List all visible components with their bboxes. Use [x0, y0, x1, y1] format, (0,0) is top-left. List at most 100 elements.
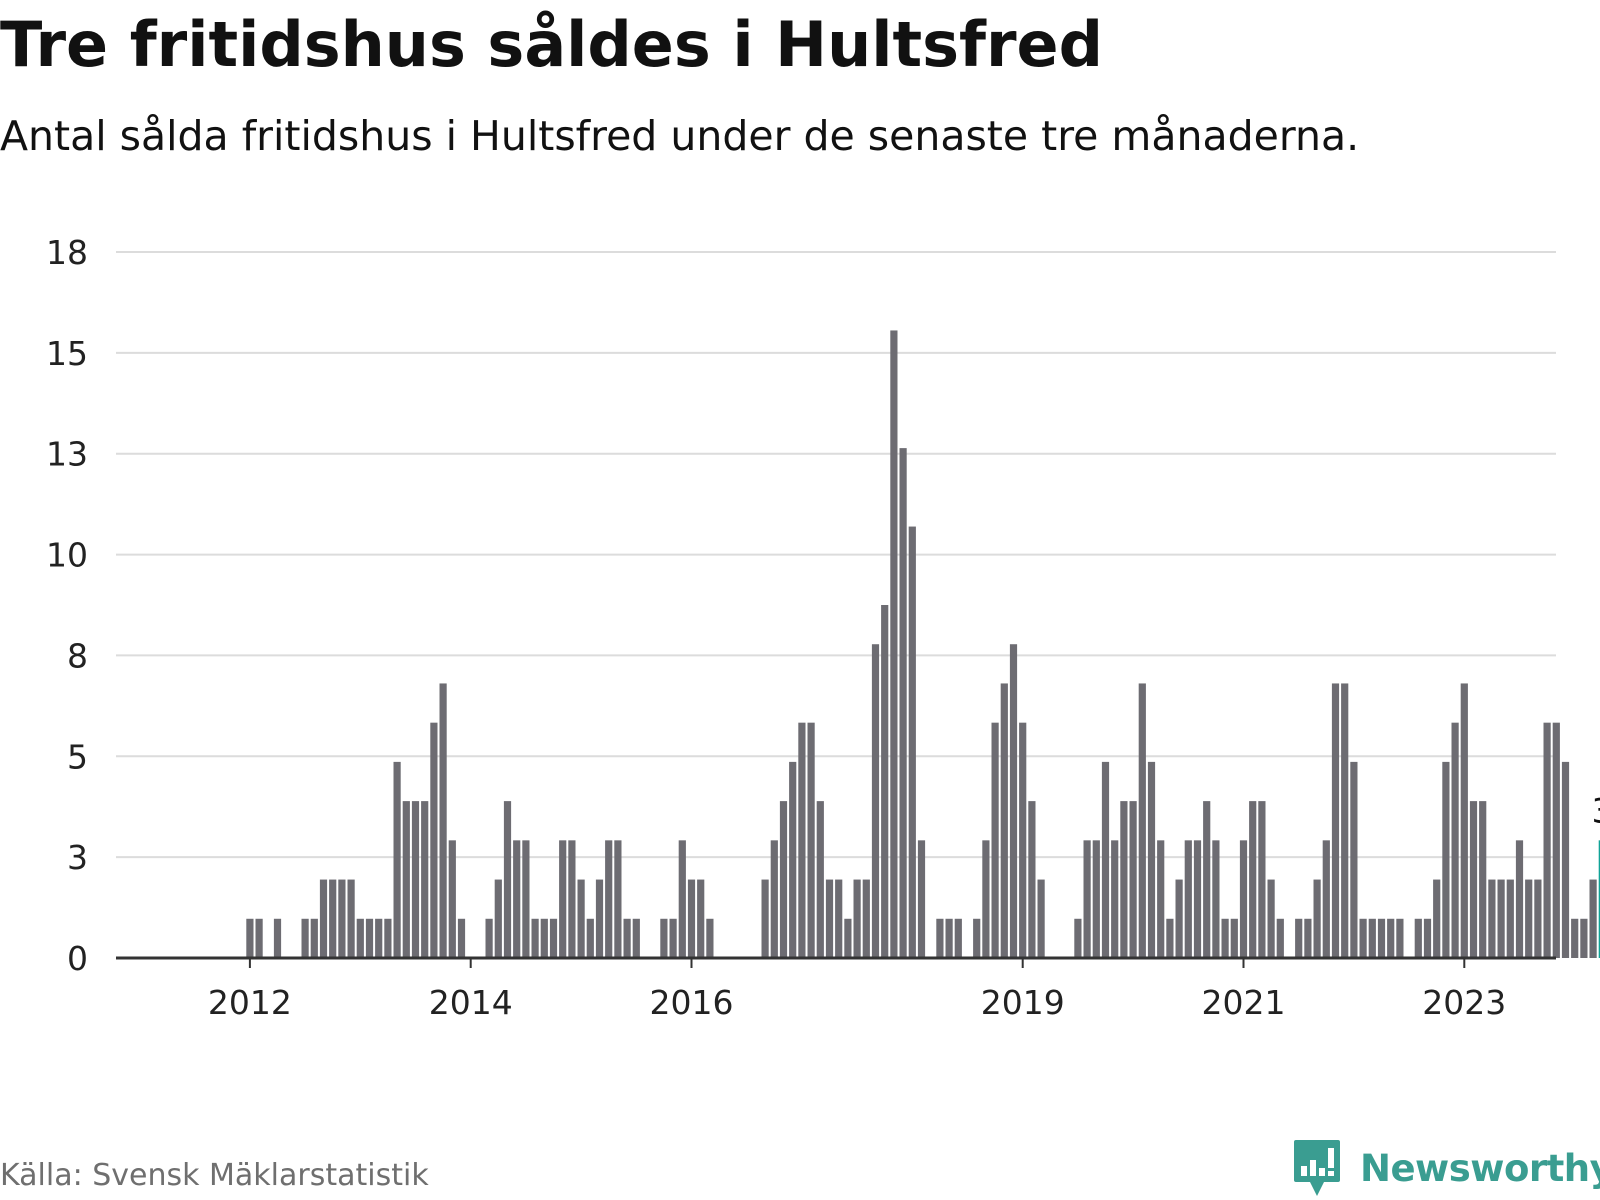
bar — [522, 840, 530, 958]
bar — [890, 330, 898, 958]
y-axis-ticks: 0 3 5 8 10 13 15 18 — [46, 233, 88, 978]
x-tick-label: 2016 — [650, 983, 734, 1022]
bar — [1074, 918, 1082, 958]
bar — [1506, 879, 1514, 958]
x-tick-label: 2012 — [208, 983, 292, 1022]
bar — [697, 879, 705, 958]
bar — [319, 879, 328, 958]
x-tick-label: 2014 — [429, 983, 513, 1022]
bar — [982, 840, 990, 958]
bar — [549, 918, 558, 958]
bar — [1331, 683, 1340, 958]
bar — [1534, 879, 1542, 958]
bar — [1460, 683, 1468, 958]
bar — [1469, 801, 1478, 958]
bar — [1258, 801, 1266, 958]
bar — [1377, 918, 1386, 958]
x-tick-label: 2021 — [1202, 983, 1286, 1022]
bar — [1212, 840, 1220, 958]
bar — [1267, 879, 1275, 958]
bar — [632, 918, 640, 958]
bar — [347, 879, 355, 958]
bar — [531, 918, 539, 958]
bar — [1037, 879, 1045, 958]
bar — [1138, 683, 1146, 958]
bar — [1414, 918, 1422, 958]
bar — [448, 840, 456, 958]
bar — [678, 840, 686, 958]
bar — [871, 644, 880, 958]
bar — [807, 722, 815, 958]
bar — [1193, 840, 1202, 958]
bar — [586, 918, 594, 958]
bar — [1497, 879, 1505, 958]
bar — [485, 918, 493, 958]
bar-chart: 0 3 5 8 10 13 15 18 2012 2014 2016 2019 2021 2023 3 — [46, 233, 1600, 1022]
bar — [789, 761, 797, 958]
bar — [1083, 840, 1091, 958]
bar — [1423, 918, 1432, 958]
bar — [1019, 722, 1027, 958]
bar — [338, 879, 346, 958]
bar — [457, 918, 466, 958]
bar — [421, 801, 429, 958]
bar — [1479, 801, 1487, 958]
y-tick-label: 8 — [67, 636, 88, 675]
bar — [375, 918, 383, 958]
bar — [973, 918, 981, 958]
bar — [623, 918, 631, 958]
brand-logo[interactable]: Newsworthy — [1292, 1138, 1600, 1198]
bar — [706, 918, 714, 958]
bar — [1129, 801, 1137, 958]
bar — [439, 683, 447, 958]
bar — [1488, 879, 1496, 958]
bar — [1350, 761, 1358, 958]
bar — [1221, 918, 1229, 958]
bar — [411, 801, 420, 958]
bar — [779, 801, 788, 958]
bar — [329, 879, 337, 958]
y-tick-label: 15 — [46, 334, 88, 373]
x-tick-label: 2023 — [1422, 983, 1506, 1022]
bar — [853, 879, 861, 958]
bar — [1239, 840, 1248, 958]
bar — [881, 605, 889, 958]
bar — [430, 722, 438, 958]
y-tick-label: 5 — [67, 737, 88, 776]
bar — [1525, 879, 1533, 958]
source-note: Källa: Svensk Mäklarstatistik — [0, 1158, 429, 1193]
chart-subtitle: Antal sålda fritidshus i Hultsfred under… — [0, 112, 1360, 160]
bar — [559, 840, 567, 958]
bar — [669, 918, 677, 958]
bar — [936, 918, 944, 958]
bar — [660, 918, 668, 958]
bar — [605, 840, 613, 958]
highlight-value-label: 3 — [1591, 791, 1600, 831]
bar — [1166, 918, 1174, 958]
y-tick-label: 13 — [46, 435, 88, 474]
bar — [1147, 761, 1156, 958]
bar — [1359, 918, 1367, 958]
bar — [1009, 644, 1018, 958]
bar — [568, 840, 576, 958]
y-tick-label: 3 — [67, 838, 88, 877]
bar — [954, 918, 962, 958]
x-axis: 2012 2014 2016 2019 2021 2023 — [116, 956, 1556, 1022]
bar — [1230, 918, 1238, 958]
bar — [1313, 879, 1321, 958]
bar — [402, 801, 410, 958]
bar — [1000, 683, 1008, 958]
bar — [310, 918, 318, 958]
bar — [1276, 918, 1284, 958]
bar — [1515, 840, 1524, 958]
brand-name: Newsworthy — [1360, 1146, 1600, 1190]
bar — [761, 879, 769, 958]
bar — [1561, 761, 1570, 958]
bar — [1101, 761, 1110, 958]
bar — [1552, 722, 1560, 958]
bar — [1396, 918, 1404, 958]
bar — [1433, 879, 1441, 958]
bar — [1111, 840, 1119, 958]
bar — [255, 918, 263, 958]
bar — [917, 840, 926, 958]
